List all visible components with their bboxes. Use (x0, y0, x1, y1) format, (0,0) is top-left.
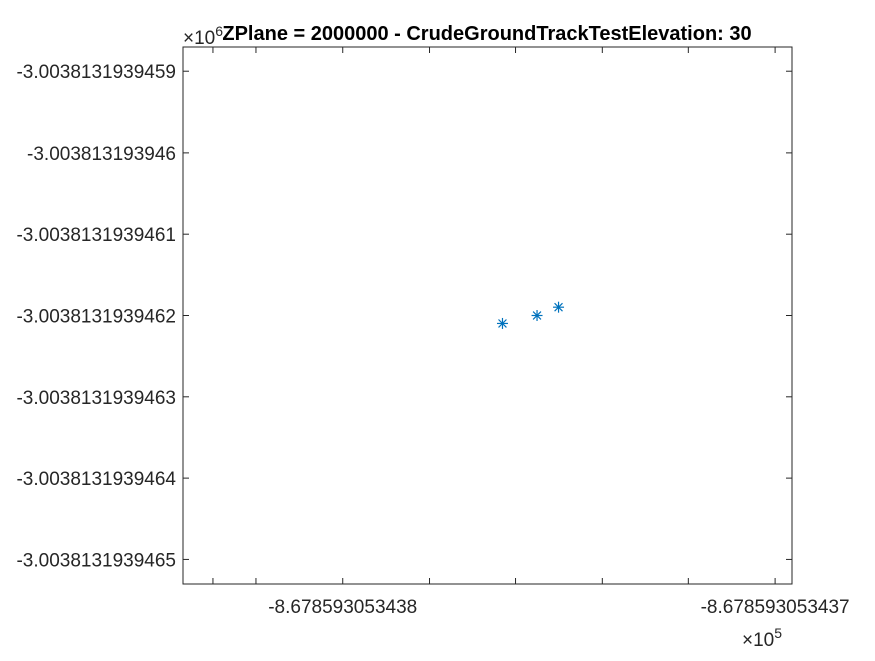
y-tick-label: -3.0038131939463 (16, 388, 176, 409)
data-point-marker (496, 317, 508, 329)
marks-layer (496, 301, 565, 329)
y-tick-label: -3.0038131939465 (16, 550, 176, 571)
y-exponent-label: ×106 (183, 23, 223, 49)
asterisk-stroke (498, 319, 507, 328)
y-tick-label: -3.0038131939459 (16, 62, 176, 83)
axes-box (182, 46, 793, 585)
y-tick-label: -3.0038131939464 (16, 469, 176, 490)
x-exponent-label: ×105 (742, 625, 782, 651)
x-exponent-power: 5 (774, 625, 782, 641)
chart-title: ZPlane = 2000000 - CrudeGroundTrackTestE… (222, 23, 751, 45)
labels-layer: -8.678593053438 -8.678593053437 -3.0038131… (16, 62, 849, 618)
ticks-layer (183, 47, 792, 584)
x-tick-label: -8.678593053437 (701, 597, 850, 618)
asterisk-stroke (532, 311, 542, 320)
y-exponent-base: ×10 (183, 28, 215, 49)
data-point-marker (531, 310, 543, 321)
y-tick-label: -3.0038131939461 (16, 225, 176, 246)
y-tick-label: -3.0038131939462 (16, 307, 176, 328)
x-exponent-base: ×10 (742, 630, 774, 651)
data-point-marker (553, 301, 565, 313)
axes-background (183, 47, 792, 584)
y-tick-label: -3.003813193946 (27, 144, 176, 165)
y-exponent-power: 6 (215, 23, 223, 39)
x-tick-label: -8.678593053438 (268, 597, 417, 618)
asterisk-stroke (554, 302, 563, 312)
